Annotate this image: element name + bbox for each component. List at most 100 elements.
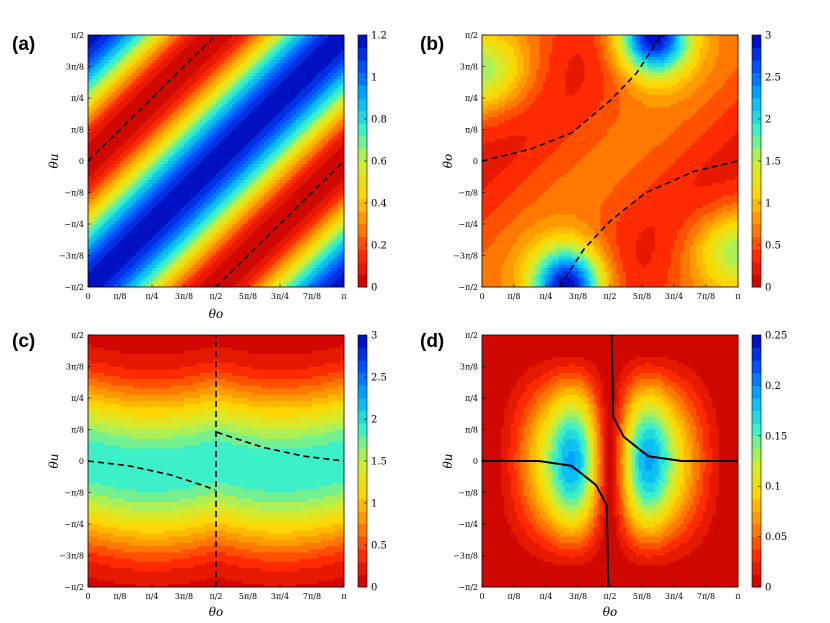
heatmap-cell [123,111,127,115]
heatmap-cell [149,136,153,140]
heatmap-cell [331,44,335,48]
heatmap-cell [261,67,265,71]
heatmap-cell [296,218,300,222]
heatmap-cell [203,92,207,96]
heatmap-cell [261,57,265,61]
heatmap-cell [139,161,143,165]
heatmap-cell [245,202,249,206]
heatmap-cell [242,189,246,193]
heatmap-cell [222,189,226,193]
heatmap-cell [248,155,252,159]
heatmap-cell [296,67,300,71]
heatmap-cell [302,70,306,74]
heatmap-cell [168,211,172,215]
heatmap-cell [235,196,239,200]
heatmap-cell [322,202,326,206]
heatmap-cell [322,70,326,74]
heatmap-cell [261,98,265,102]
heatmap-cell [277,63,281,67]
heatmap-cell [274,186,278,190]
heatmap-cell [136,48,140,52]
heatmap-cell [101,164,105,168]
heatmap-cell [123,155,127,159]
heatmap-cell [229,92,233,96]
heatmap-cell [91,117,95,121]
heatmap-cell [184,164,188,168]
heatmap-cell [222,126,226,130]
heatmap-cell [146,155,150,159]
heatmap-cell [91,196,95,200]
heatmap-cell [286,54,290,58]
heatmap-cell [283,186,287,190]
heatmap-cell [338,224,342,228]
heatmap-cell [117,101,121,105]
heatmap-cell [318,117,322,121]
heatmap-cell [219,41,223,45]
heatmap-cell [152,180,156,184]
heatmap-cell [139,130,143,134]
heatmap-cell [158,130,162,134]
heatmap-cell [152,152,156,156]
heatmap-cell [181,183,185,187]
heatmap-cell [120,120,124,124]
heatmap-cell [219,227,223,231]
heatmap-cell [181,148,185,152]
heatmap-cell [302,63,306,67]
heatmap-cell [299,126,303,130]
heatmap-cell [232,54,236,58]
heatmap-cell [162,164,166,168]
heatmap-cell [229,202,233,206]
heatmap-cell [306,148,310,152]
heatmap-cell [264,136,268,140]
heatmap-cell [178,95,182,99]
heatmap-cell [117,211,121,215]
heatmap-cell [235,35,239,39]
heatmap-cell [222,57,226,61]
heatmap-cell [338,202,342,206]
heatmap-cell [98,208,102,212]
heatmap-cell [328,73,332,77]
heatmap-cell [146,164,150,168]
heatmap-cell [171,196,175,200]
heatmap-cell [293,54,297,58]
heatmap-cell [194,85,198,89]
heatmap-cell [277,186,281,190]
heatmap-cell [248,183,252,187]
heatmap-cell [101,38,105,42]
heatmap-cell [235,92,239,96]
heatmap-cell [312,114,316,118]
heatmap-cell [286,76,290,80]
heatmap-cell [178,180,182,184]
heatmap-cell [299,54,303,58]
heatmap-cell [155,114,159,118]
plot-area-a [88,35,344,287]
heatmap-cell [299,79,303,83]
heatmap-cell [251,117,255,121]
heatmap-cell [136,196,140,200]
heatmap-cell [91,123,95,127]
heatmap-cell [302,54,306,58]
heatmap-cell [293,120,297,124]
heatmap-cell [261,104,265,108]
heatmap-cell [258,218,262,222]
heatmap-cell [206,196,210,200]
heatmap-cell [248,35,252,39]
heatmap-cell [139,126,143,130]
heatmap-cell [142,76,146,80]
heatmap-cell [184,101,188,105]
heatmap-cell [168,57,172,61]
heatmap-cell [165,186,169,190]
heatmap-cell [338,218,342,222]
heatmap-cell [334,208,338,212]
heatmap-cell [280,54,284,58]
heatmap-cell [267,177,271,181]
heatmap-cell [190,161,194,165]
heatmap-cell [270,148,274,152]
heatmap-cell [280,67,284,71]
heatmap-cell [290,180,294,184]
heatmap-cell [325,215,329,219]
heatmap-cell [318,54,322,58]
heatmap-cell [318,51,322,55]
heatmap-cell [322,139,326,143]
heatmap-cell [216,189,220,193]
